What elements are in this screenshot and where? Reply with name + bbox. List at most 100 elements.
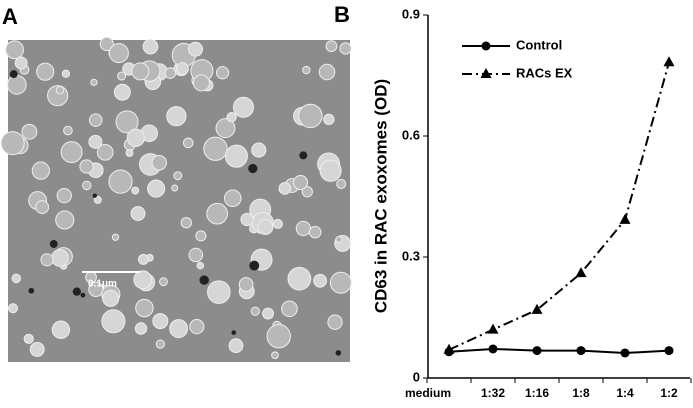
- particle: [224, 144, 248, 168]
- point: [575, 267, 587, 278]
- x-tick-label: 1:8: [572, 386, 590, 400]
- particle: [176, 62, 189, 76]
- particle: [215, 118, 236, 139]
- particle: [188, 41, 204, 57]
- point: [619, 213, 631, 224]
- x-tick-label: 1:2: [660, 386, 678, 400]
- particle: [196, 261, 205, 270]
- panel-label: B: [334, 2, 350, 27]
- particle: [287, 266, 312, 291]
- particle: [55, 85, 65, 95]
- particle: [336, 178, 347, 189]
- particle: [88, 134, 103, 149]
- particle: [134, 322, 148, 335]
- particle: [130, 206, 146, 221]
- dark-spot: [28, 287, 35, 294]
- particle: [135, 298, 154, 318]
- particle: [281, 300, 298, 318]
- particle: [29, 341, 45, 357]
- particle: [51, 320, 71, 339]
- particle: [173, 171, 183, 181]
- particle: [55, 210, 75, 230]
- dark-spot: [199, 275, 209, 285]
- x-tick-label: 1:16: [525, 386, 549, 400]
- particle: [166, 106, 187, 127]
- series-line: [448, 61, 670, 351]
- particle: [40, 253, 54, 267]
- particle: [88, 113, 103, 127]
- particle: [301, 186, 313, 198]
- particle: [101, 309, 126, 334]
- particle: [152, 313, 169, 330]
- y-axis-label: CD63 in RAC exoxomes (OD): [371, 79, 390, 313]
- particle: [195, 230, 207, 242]
- particle: [131, 186, 140, 195]
- particle: [90, 78, 98, 86]
- particle: [223, 189, 242, 208]
- particle: [323, 113, 335, 126]
- particle: [206, 202, 228, 225]
- dark-spot: [248, 163, 258, 174]
- point: [664, 346, 674, 356]
- dark-spot: [231, 330, 237, 335]
- dark-spot: [80, 292, 86, 298]
- particle: [60, 141, 83, 164]
- particle: [159, 277, 168, 287]
- particle: [272, 218, 283, 229]
- particle: [226, 111, 237, 123]
- particle: [327, 314, 343, 330]
- particle: [11, 273, 21, 284]
- particle: [292, 174, 309, 191]
- particle: [271, 351, 279, 360]
- particle: [215, 66, 230, 80]
- particle: [138, 253, 149, 265]
- legend-marker: [481, 41, 491, 51]
- point: [576, 346, 586, 356]
- particle: [238, 277, 254, 292]
- particle: [266, 323, 291, 349]
- particle: [207, 280, 231, 304]
- legend-label: Control: [516, 37, 562, 52]
- point: [487, 323, 499, 334]
- particle: [164, 67, 177, 79]
- particle: [0, 131, 25, 156]
- dark-spot: [49, 240, 58, 248]
- particle: [82, 180, 92, 191]
- y-tick-label: 0.3: [402, 248, 420, 263]
- particle: [329, 271, 352, 294]
- particle: [308, 225, 322, 239]
- particle: [93, 195, 102, 204]
- particle: [108, 169, 133, 194]
- particle: [278, 182, 292, 195]
- particle: [56, 187, 72, 204]
- particle: [228, 338, 244, 354]
- y-tick-label: 0.9: [402, 6, 420, 21]
- point: [532, 346, 542, 356]
- legend-marker: [480, 68, 492, 78]
- particle: [313, 273, 327, 288]
- point: [531, 303, 543, 314]
- dark-spot: [335, 350, 342, 356]
- dark-spot: [299, 151, 308, 160]
- particle: [302, 65, 311, 75]
- particle: [5, 40, 24, 60]
- particle: [251, 142, 267, 158]
- particle: [96, 144, 114, 161]
- particle: [192, 74, 210, 92]
- particle: [142, 38, 159, 55]
- particle: [319, 159, 342, 182]
- point: [620, 348, 630, 358]
- particle: [182, 137, 194, 149]
- particle: [23, 333, 34, 344]
- particle: [111, 233, 120, 241]
- x-tick-label: 1:32: [481, 386, 505, 400]
- particle: [126, 128, 145, 147]
- particle: [99, 36, 114, 52]
- dark-spot: [9, 70, 18, 79]
- particle: [117, 71, 127, 81]
- particle: [180, 217, 193, 229]
- particle: [262, 307, 274, 320]
- particle: [232, 96, 254, 118]
- legend-label: RACs EX: [516, 65, 573, 80]
- particle: [115, 110, 139, 134]
